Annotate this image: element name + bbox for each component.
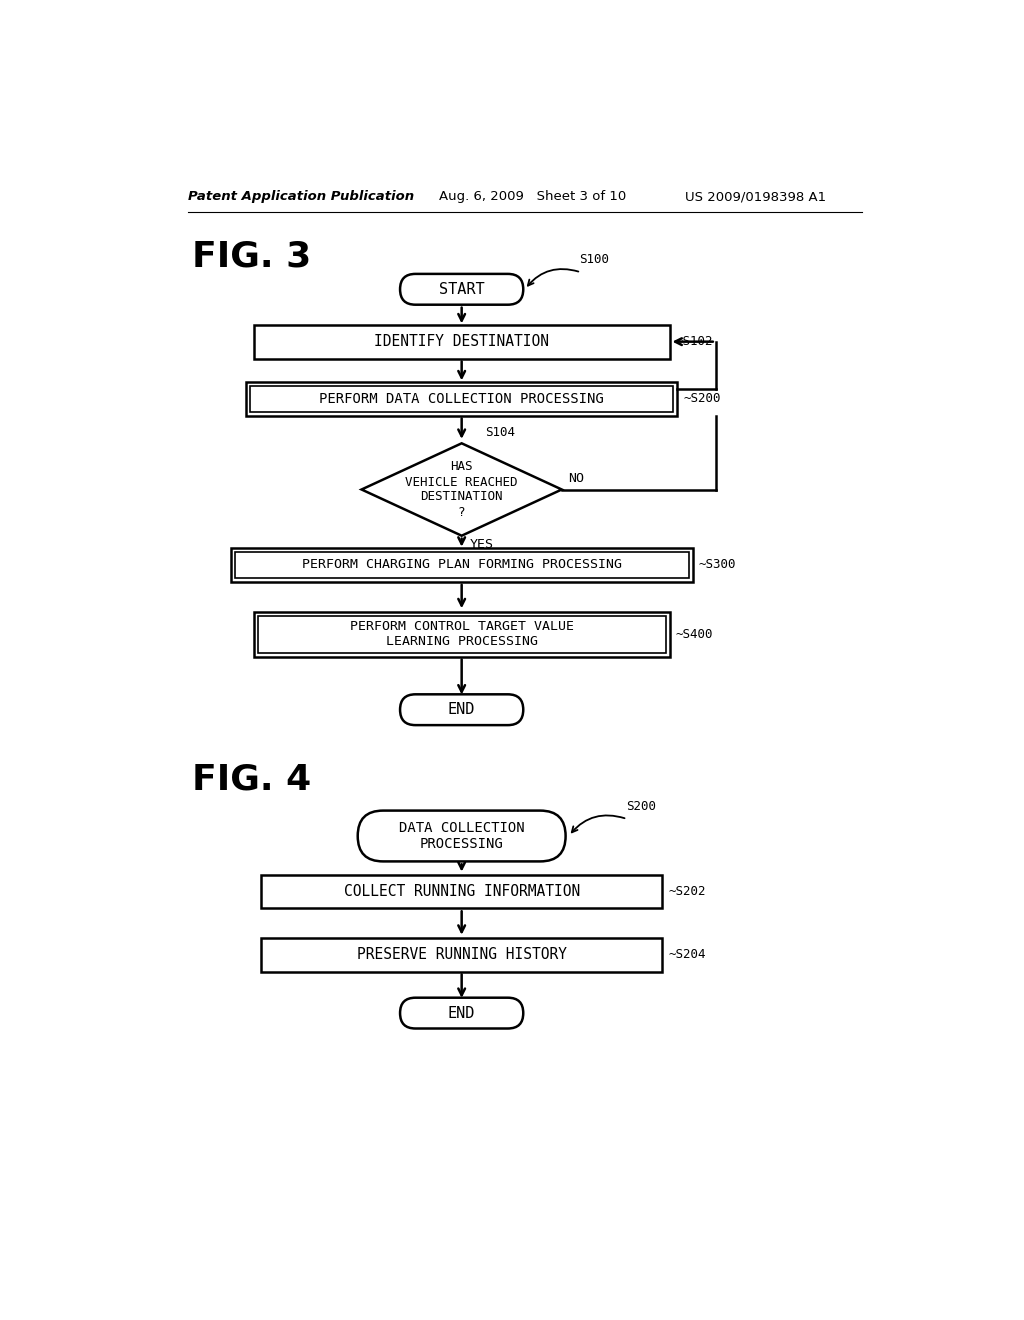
Text: PERFORM CHARGING PLAN FORMING PROCESSING: PERFORM CHARGING PLAN FORMING PROCESSING: [302, 558, 622, 572]
FancyBboxPatch shape: [400, 275, 523, 305]
Text: ~S102: ~S102: [676, 335, 714, 348]
Text: PERFORM DATA COLLECTION PROCESSING: PERFORM DATA COLLECTION PROCESSING: [319, 392, 604, 405]
Bar: [230, 548, 692, 582]
Text: COLLECT RUNNING INFORMATION: COLLECT RUNNING INFORMATION: [343, 884, 580, 899]
Text: Aug. 6, 2009   Sheet 3 of 10: Aug. 6, 2009 Sheet 3 of 10: [438, 190, 626, 203]
Bar: [258, 615, 666, 653]
Text: PRESERVE RUNNING HISTORY: PRESERVE RUNNING HISTORY: [356, 946, 566, 962]
FancyBboxPatch shape: [400, 694, 523, 725]
Text: S100: S100: [579, 253, 608, 267]
Bar: [234, 552, 689, 578]
Text: Patent Application Publication: Patent Application Publication: [188, 190, 415, 203]
Text: ~S202: ~S202: [668, 884, 706, 898]
Text: ~S300: ~S300: [698, 558, 736, 572]
Text: NO: NO: [568, 471, 584, 484]
Text: S104: S104: [484, 425, 515, 438]
Text: START: START: [439, 281, 484, 297]
Text: PERFORM CONTROL TARGET VALUE
LEARNING PROCESSING: PERFORM CONTROL TARGET VALUE LEARNING PR…: [349, 620, 573, 648]
Bar: [250, 385, 674, 412]
Text: END: END: [447, 702, 475, 717]
Bar: [254, 325, 670, 359]
Text: FIG. 3: FIG. 3: [193, 239, 311, 273]
Text: ~S200: ~S200: [683, 392, 721, 405]
Bar: [261, 874, 662, 908]
Polygon shape: [361, 444, 562, 536]
Text: END: END: [447, 1006, 475, 1020]
Text: S200: S200: [626, 800, 655, 813]
Bar: [246, 381, 677, 416]
Text: HAS
VEHICLE REACHED
DESTINATION
?: HAS VEHICLE REACHED DESTINATION ?: [406, 461, 518, 519]
Text: ~S204: ~S204: [668, 948, 706, 961]
FancyBboxPatch shape: [400, 998, 523, 1028]
Bar: [261, 937, 662, 972]
Text: IDENTIFY DESTINATION: IDENTIFY DESTINATION: [374, 334, 549, 350]
Text: YES: YES: [469, 539, 494, 550]
FancyBboxPatch shape: [357, 810, 565, 862]
Text: US 2009/0198398 A1: US 2009/0198398 A1: [685, 190, 826, 203]
Text: ~S400: ~S400: [676, 628, 714, 640]
Text: DATA COLLECTION
PROCESSING: DATA COLLECTION PROCESSING: [398, 821, 524, 851]
Bar: [254, 612, 670, 656]
Text: FIG. 4: FIG. 4: [193, 763, 311, 797]
